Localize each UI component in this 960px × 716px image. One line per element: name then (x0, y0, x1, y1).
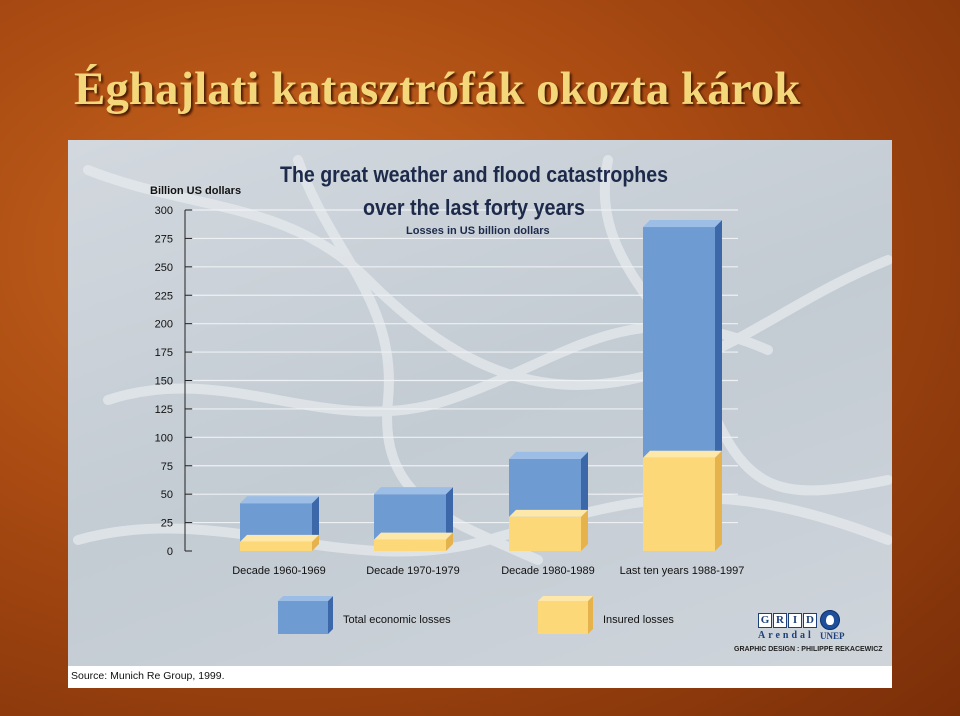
total-losses-bar-front (509, 458, 581, 517)
total-losses-bar-side (312, 496, 319, 542)
total-losses-bar (374, 487, 453, 540)
total-losses-bar-side (446, 487, 453, 540)
chart-figure: 0 25 50 75 100 125 150 175 200 225 250 275 300 Decad… (68, 140, 892, 688)
chart-title-line2: over the last forty years (363, 195, 585, 220)
insured-losses-bar-front (240, 541, 312, 551)
insured-losses-bar-side (312, 534, 319, 551)
category-label: Decade 1970-1979 (366, 565, 460, 577)
y-tick-label: 0 (167, 546, 173, 558)
insured-losses-bar-front (374, 539, 446, 551)
chart-title: The great weather and flood catastrophes (280, 162, 668, 187)
source-text: Source: Munich Re Group, 1999. (71, 670, 225, 682)
y-tick-label: 175 (155, 347, 173, 359)
insured-losses-bar-side (715, 450, 722, 551)
category-labels: Decade 1960-1969 Decade 1970-1979 Decade 1… (232, 565, 744, 577)
total-losses-bar-front (643, 227, 715, 458)
y-tick-label: 50 (161, 489, 173, 501)
insured-losses-bar (643, 450, 722, 551)
total-losses-bar-top (509, 451, 588, 459)
legend-item-total: Total economic losses (278, 596, 451, 634)
grid-logo-letter: R (773, 613, 787, 628)
y-tick-label: 275 (155, 233, 173, 245)
category-label: Decade 1960-1969 (232, 565, 326, 577)
grid-logo-letter: I (788, 613, 802, 628)
unep-logo-text: UNEP (820, 631, 845, 641)
y-tick-label: 225 (155, 290, 173, 302)
total-losses-bar-side (715, 220, 722, 458)
y-tick-label: 100 (155, 432, 173, 444)
unep-logo-icon (820, 610, 840, 630)
background-decoration (73, 155, 892, 565)
category-label: Last ten years 1988-1997 (620, 565, 745, 577)
y-tick-label: 25 (161, 518, 173, 530)
grid-logo-letter: G (758, 613, 772, 628)
legend-label: Insured losses (603, 614, 674, 626)
insured-losses-bar (374, 532, 453, 551)
design-credit: GRAPHIC DESIGN : PHILIPPE REKACEWICZ (734, 646, 883, 653)
y-tick-label: 250 (155, 262, 173, 274)
category-label: Decade 1980-1989 (501, 565, 595, 577)
insured-losses-bar (240, 534, 319, 551)
insured-losses-bar (509, 509, 588, 551)
insured-losses-bar-front (509, 516, 581, 551)
insured-losses-bar-top (509, 509, 588, 517)
legend-swatch-top (278, 596, 333, 601)
y-tick-label: 200 (155, 319, 173, 331)
grid-logo: G R I D (758, 613, 817, 628)
grid-logo-letter: D (803, 613, 817, 628)
legend-item-insured: Insured losses (538, 596, 674, 634)
legend-label: Total economic losses (343, 614, 451, 626)
arendal-logo-text: Arendal (758, 630, 814, 641)
y-tick-label: 75 (161, 461, 173, 473)
insured-losses-bar-side (446, 532, 453, 551)
total-losses-bar (643, 220, 722, 458)
legend-swatch (278, 601, 328, 634)
y-tick-label: 150 (155, 376, 173, 388)
total-losses-bar-top (240, 496, 319, 504)
y-tick-label: 300 (155, 205, 173, 217)
y-axis: 0 25 50 75 100 125 150 175 200 225 250 275 300 (155, 205, 192, 558)
y-tick-label: 125 (155, 404, 173, 416)
insured-losses-bar-top (374, 532, 453, 540)
insured-losses-bar-front (643, 457, 715, 551)
source-bar: Source: Munich Re Group, 1999. (68, 666, 892, 688)
legend-swatch-side (328, 596, 333, 634)
insured-losses-bar-top (240, 534, 319, 542)
chart-subtitle: Losses in US billion dollars (406, 225, 550, 237)
y-axis-label: Billion US dollars (150, 185, 241, 197)
total-losses-bar-front (374, 494, 446, 540)
total-losses-bar-side (581, 451, 588, 517)
total-losses-bar-top (643, 220, 722, 228)
insured-losses-bar-top (643, 450, 722, 458)
total-losses-bar-top (374, 487, 453, 495)
bar-chart: 0 25 50 75 100 125 150 175 200 225 250 275 300 Decad… (73, 155, 892, 634)
bars (240, 220, 722, 551)
legend-swatch-side (588, 596, 593, 634)
total-losses-bar (509, 451, 588, 517)
slide-title: Éghajlati katasztrófák okozta károk (74, 63, 801, 115)
legend: Total economic losses Insured losses (278, 596, 674, 634)
legend-swatch-top (538, 596, 593, 601)
insured-losses-bar-side (581, 509, 588, 551)
legend-swatch (538, 601, 588, 634)
